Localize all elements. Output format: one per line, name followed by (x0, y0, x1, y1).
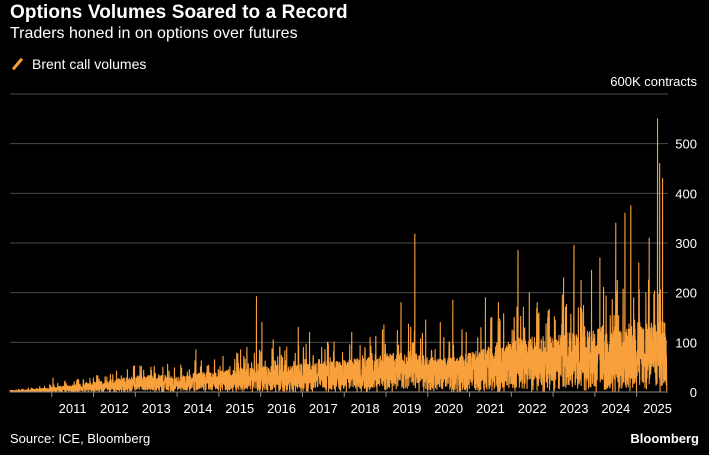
x-tick-label: 2022 (518, 401, 547, 416)
legend-label: Brent call volumes (32, 56, 147, 72)
brand-label: Bloomberg (630, 431, 699, 446)
y-tick-label: 500 (675, 137, 697, 152)
chart-subtitle: Traders honed in on options over futures (10, 25, 298, 42)
series-line-brent-call-volumes (9, 118, 668, 393)
x-tick-label: 2016 (267, 401, 296, 416)
source-note: Source: ICE, Bloomberg (10, 431, 151, 446)
x-tick-label: 2014 (184, 401, 213, 416)
x-tick-label: 2024 (601, 401, 630, 416)
series-layer (9, 118, 668, 393)
chart-title: Options Volumes Soared to a Record (10, 2, 348, 23)
y-tick-label: 100 (675, 335, 697, 350)
x-tick-label: 2017 (309, 401, 338, 416)
x-tick-label: 2018 (351, 401, 380, 416)
x-tick-label: 2019 (392, 401, 421, 416)
x-tick-label: 2025 (643, 401, 672, 416)
x-tick-label: 2020 (434, 401, 463, 416)
x-tick-label: 2011 (59, 401, 87, 416)
x-tick-label: 2012 (100, 401, 129, 416)
x-tick-label: 2023 (560, 401, 589, 416)
x-tick-label: 2015 (225, 401, 254, 416)
legend: Brent call volumes (10, 56, 146, 72)
y-tick-label: 400 (675, 186, 697, 201)
y-tick-label: 200 (675, 286, 697, 301)
y-tick-label: 300 (675, 236, 697, 251)
x-tick-label: 2013 (142, 401, 171, 416)
y-axis-unit-label: 600K contracts (610, 74, 697, 89)
x-tick-label: 2021 (476, 401, 505, 416)
axis-layer: 0 100 200 300 400 500 2011 2012 2013 2014 2015 2016… (10, 137, 697, 416)
y-tick-label: 0 (690, 385, 697, 400)
